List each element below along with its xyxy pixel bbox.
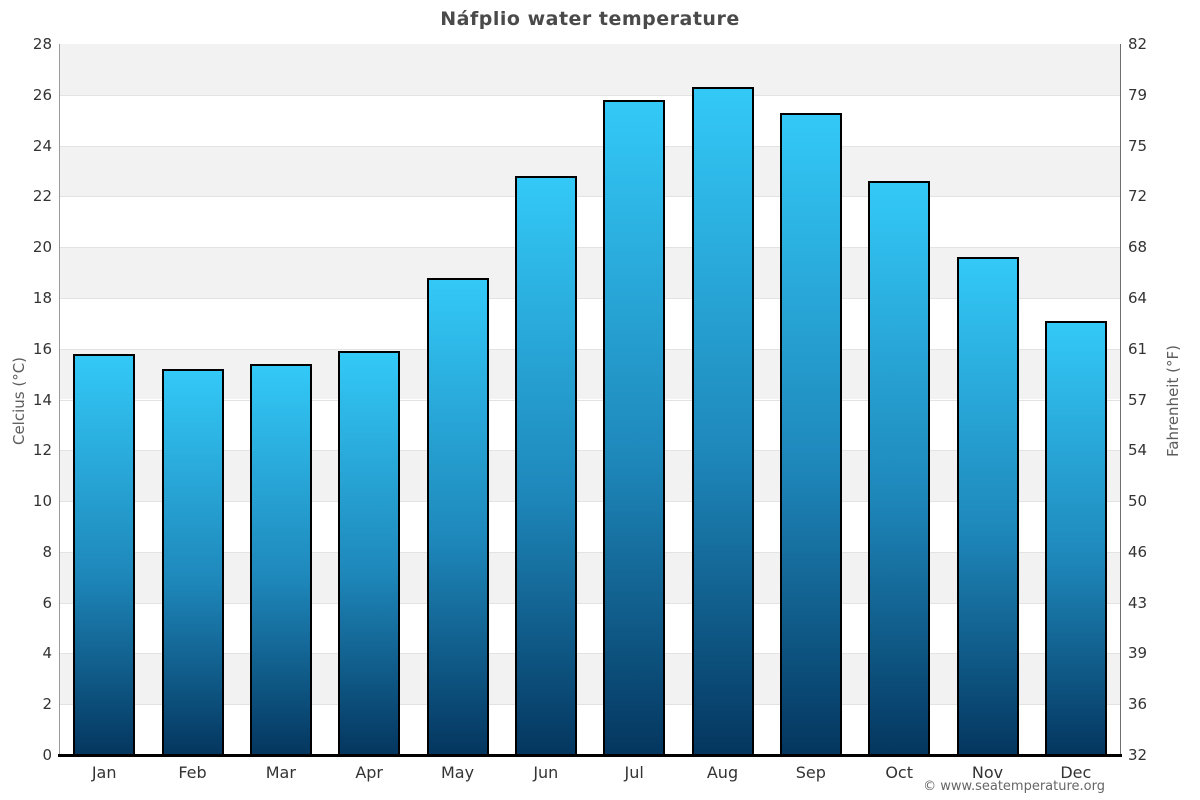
celsius-tick-label: 28 [32,35,52,53]
celsius-tick-label: 26 [32,85,52,104]
bar-apr[interactable] [338,351,401,755]
x-axis-label-oct: Oct [885,763,913,782]
plot-band [60,399,1120,451]
celsius-tick-label: 10 [32,492,52,511]
fahrenheit-tick-label: 64 [1128,288,1148,307]
x-axis-label-may: May [440,763,475,782]
gridline [60,603,1120,604]
plot-band [60,145,1120,197]
plot-band [60,196,1120,248]
gridline [60,501,1120,502]
bar-feb[interactable] [161,369,224,755]
fahrenheit-tick-label: 61 [1128,339,1148,358]
plot-area [60,44,1120,755]
celsius-tick-label: 18 [32,288,52,307]
gridline [60,196,1120,197]
plot-band [60,247,1120,298]
gridline [60,298,1120,299]
gridline [60,146,1120,147]
gridline [60,653,1120,654]
x-axis-label-mar: Mar [265,763,296,782]
fahrenheit-tick-label: 36 [1128,695,1148,714]
bar-sep[interactable] [779,112,842,755]
fahrenheit-tick-label: 79 [1128,85,1148,104]
fahrenheit-tick-label: 39 [1128,644,1148,663]
bar-jul[interactable] [603,99,666,755]
plot-band [60,348,1120,400]
plot-band [60,602,1120,654]
x-axis-label-aug: Aug [706,763,739,782]
bar-dec[interactable] [1044,320,1107,755]
x-axis-label-nov: Nov [971,763,1004,782]
watermark-link[interactable]: © www.seatemperature.org [923,779,1105,794]
celsius-tick-label: 16 [32,339,52,358]
celsius-tick-label: 14 [32,390,52,409]
fahrenheit-tick-label: 54 [1128,441,1148,460]
plot-band [60,501,1120,552]
plot-band [60,297,1120,349]
gridline [60,400,1120,401]
gridline [60,247,1120,248]
y-axis-right-title: Fahrenheit (°F) [1164,345,1182,457]
bar-nov[interactable] [956,257,1019,755]
plot-band [60,450,1120,502]
bar-aug[interactable] [691,87,754,755]
celsius-tick-label: 0 [42,746,52,764]
celsius-tick-label: 6 [42,593,52,612]
fahrenheit-tick-label: 72 [1128,187,1148,206]
gridline [60,552,1120,553]
celsius-tick-label: 8 [42,542,52,561]
gridline [60,450,1120,451]
gridline [60,704,1120,705]
y-axis-line-right [1120,44,1121,755]
bar-jun[interactable] [514,176,577,755]
fahrenheit-tick-label: 82 [1128,35,1148,53]
y-axis-left-title: Celcius (°C) [10,356,28,446]
plot-band [60,44,1120,95]
fahrenheit-tick-label: 46 [1128,542,1148,561]
x-axis-label-jan: Jan [91,763,117,782]
bar-jan[interactable] [73,353,136,755]
celsius-tick-label: 4 [42,644,52,663]
fahrenheit-tick-label: 43 [1128,593,1148,612]
gridline [60,95,1120,96]
celsius-tick-label: 24 [32,136,52,155]
fahrenheit-tick-label: 68 [1128,238,1148,257]
plot-band [60,704,1120,755]
x-axis-label-jul: Jul [624,763,644,782]
x-axis-label-sep: Sep [795,763,826,782]
fahrenheit-tick-label: 50 [1128,492,1148,511]
plot-band [60,94,1120,146]
fahrenheit-tick-label: 32 [1128,746,1148,764]
bar-mar[interactable] [249,363,312,755]
x-axis-label-feb: Feb [178,763,207,782]
celsius-tick-label: 12 [32,441,52,460]
bar-may[interactable] [426,277,489,755]
chart-title: Náfplio water temperature [440,8,740,30]
bar-oct[interactable] [868,181,931,755]
y-axis-line-left [59,44,60,755]
x-axis-label-jun: Jun [533,763,559,782]
x-axis-label-dec: Dec [1060,763,1092,782]
plot-band [60,653,1120,705]
celsius-tick-label: 2 [42,695,52,714]
fahrenheit-tick-label: 75 [1128,136,1148,155]
gridline [60,349,1120,350]
x-axis-label-apr: Apr [355,763,383,782]
celsius-tick-label: 20 [32,238,52,257]
x-axis-baseline [58,754,1122,757]
celsius-tick-label: 22 [32,187,52,206]
fahrenheit-tick-label: 57 [1128,390,1148,409]
plot-band [60,551,1120,603]
